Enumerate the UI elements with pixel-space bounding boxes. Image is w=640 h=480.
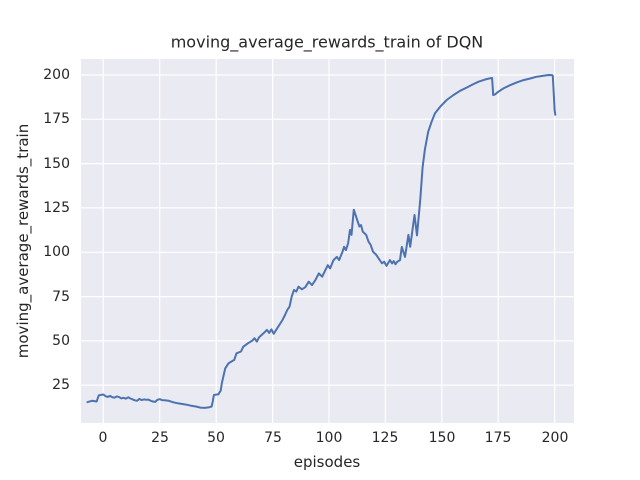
- x-tick-label: 175: [484, 430, 512, 446]
- x-tick-label: 200: [541, 430, 569, 446]
- axes-background: [81, 59, 574, 423]
- y-tick-label: 100: [43, 244, 70, 260]
- y-tick-label: 125: [43, 200, 70, 216]
- x-tick-label: 25: [151, 430, 169, 446]
- y-tick-label: 150: [43, 156, 70, 172]
- y-tick-label: 200: [43, 67, 70, 83]
- x-tick-label: 150: [428, 430, 456, 446]
- x-tick-label: 0: [98, 430, 108, 446]
- y-tick-label: 50: [52, 333, 70, 349]
- data-line: [86, 74, 557, 409]
- x-tick-label: 75: [264, 430, 282, 446]
- x-axis-label: episodes: [293, 453, 361, 471]
- x-tick-label: 125: [371, 430, 399, 446]
- y-tick-label: 25: [52, 377, 70, 393]
- y-tick-label: 75: [52, 289, 70, 305]
- x-tick-label: 50: [207, 430, 225, 446]
- chart-title: moving_average_rewards_train of DQN: [170, 32, 484, 52]
- x-tick-label: 100: [315, 430, 343, 446]
- y-tick-label: 175: [43, 111, 70, 127]
